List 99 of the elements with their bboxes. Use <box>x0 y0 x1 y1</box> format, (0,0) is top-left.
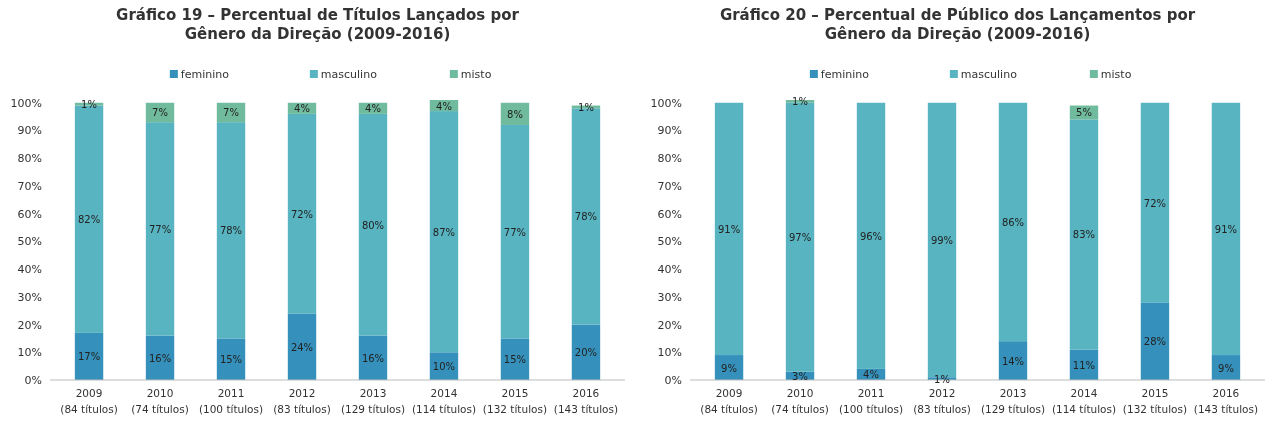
x-tick-label: 2011 (100 títulos) <box>198 387 264 415</box>
y-tick-label: 90% <box>657 124 682 138</box>
x-tick-label: 2013 (129 títulos) <box>340 387 406 415</box>
data-label: 96% <box>859 230 883 242</box>
y-tick-label: 70% <box>17 179 42 193</box>
data-label: 72% <box>290 208 314 220</box>
bar <box>998 102 1028 342</box>
bar <box>1140 102 1170 303</box>
chart-title: Gráfico 20 – Percentual de Público dos Lançamentos por Gênero da Direção (2009-2016) <box>719 6 1196 43</box>
y-tick-label: 80% <box>17 152 42 166</box>
y-tick-label: 0% <box>24 374 42 387</box>
bar <box>287 113 317 314</box>
x-tick-label: 2011 (100 títulos) <box>838 387 904 415</box>
data-label: 78% <box>219 225 243 237</box>
x-tick-label: 2009 (84 títulos) <box>700 387 758 415</box>
data-label: 97% <box>788 232 812 244</box>
y-tick-label: 0% <box>664 374 682 387</box>
x-tick-label: 2012 (83 títulos) <box>273 387 331 415</box>
bar <box>1140 302 1170 380</box>
legend-label: feminino <box>820 68 870 81</box>
bar <box>1069 119 1099 350</box>
legend-label: misto <box>460 68 492 81</box>
data-label: 4% <box>863 369 879 381</box>
bar <box>145 122 175 336</box>
data-label: 77% <box>503 226 527 238</box>
y-tick-label: 30% <box>17 290 42 304</box>
data-label: 5% <box>1076 107 1092 119</box>
y-tick-label: 70% <box>657 179 682 193</box>
y-tick-label: 30% <box>657 290 682 304</box>
y-tick-label: 20% <box>17 318 42 332</box>
data-label: 87% <box>432 226 456 238</box>
legend-label: feminino <box>180 68 230 81</box>
x-tick-label: 2016 (143 títulos) <box>553 387 619 415</box>
data-label: 91% <box>717 223 741 235</box>
data-label: 7% <box>223 107 239 119</box>
data-label: 8% <box>507 108 523 120</box>
data-label: 14% <box>1001 355 1025 367</box>
data-label: 3% <box>792 370 808 382</box>
bar <box>714 102 744 356</box>
data-label: 4% <box>365 103 381 115</box>
data-label: 78% <box>574 211 598 223</box>
bar <box>856 102 886 369</box>
data-label: 99% <box>930 235 954 246</box>
bar <box>287 313 317 380</box>
x-tick-label: 2010 (74 títulos) <box>131 387 189 415</box>
data-label: 80% <box>361 219 385 231</box>
x-tick-label: 2016 (143 títulos) <box>1193 387 1259 415</box>
legend-label: masculino <box>960 68 1018 81</box>
data-label: 10% <box>432 361 456 373</box>
data-label: 82% <box>77 214 101 226</box>
y-tick-label: 50% <box>17 235 42 249</box>
data-label: 72% <box>1143 197 1167 209</box>
y-tick-label: 60% <box>657 207 682 221</box>
bar <box>216 122 246 339</box>
x-tick-label: 2014 (114 títulos) <box>1051 387 1117 415</box>
data-label: 91% <box>1214 223 1238 235</box>
bar <box>429 111 459 353</box>
data-label: 16% <box>148 352 172 364</box>
data-label: 20% <box>574 347 598 359</box>
x-tick-label: 2009 (84 títulos) <box>60 387 118 415</box>
data-label: 1% <box>578 101 594 113</box>
y-tick-label: 10% <box>657 346 682 360</box>
data-label: 9% <box>721 362 737 374</box>
y-tick-label: 40% <box>657 263 682 277</box>
y-tick-label: 10% <box>17 346 42 360</box>
x-tick-label: 2012 (83 títulos) <box>913 387 971 415</box>
data-label: 17% <box>77 351 101 363</box>
y-tick-label: 40% <box>17 263 42 277</box>
legend-label: masculino <box>320 68 378 81</box>
chart-title: Gráfico 19 – Percentual de Títulos Lançados por Gênero da Direção (2009-2016) <box>116 6 520 43</box>
data-label: 4% <box>436 100 452 112</box>
y-tick-label: 90% <box>17 124 42 138</box>
x-tick-label: 2014 (114 títulos) <box>411 387 477 415</box>
data-label: 28% <box>1143 336 1167 348</box>
y-tick-label: 100% <box>650 96 682 110</box>
data-label: 77% <box>148 223 172 235</box>
legend-label: misto <box>1100 68 1132 81</box>
y-tick-label: 60% <box>17 207 42 221</box>
x-tick-label: 2013 (129 títulos) <box>980 387 1046 415</box>
data-label: 4% <box>294 103 310 115</box>
data-label: 16% <box>361 352 385 364</box>
data-label: 15% <box>219 354 243 366</box>
bar <box>500 124 530 339</box>
x-tick-label: 2015 (132 títulos) <box>482 387 548 415</box>
x-tick-label: 2015 (132 títulos) <box>1122 387 1188 415</box>
data-label: 15% <box>503 354 527 366</box>
y-tick-label: 50% <box>657 235 682 249</box>
bar <box>358 113 388 336</box>
data-label: 83% <box>1072 229 1096 241</box>
data-label: 11% <box>1072 359 1096 371</box>
data-label: 24% <box>290 341 314 353</box>
data-label: 9% <box>1218 362 1234 374</box>
y-tick-label: 80% <box>657 152 682 166</box>
y-tick-label: 100% <box>10 96 42 110</box>
data-label: 7% <box>152 107 168 119</box>
bar <box>1211 102 1241 356</box>
data-label: 86% <box>1001 216 1025 228</box>
y-tick-label: 20% <box>657 318 682 332</box>
x-tick-label: 2010 (74 títulos) <box>771 387 829 415</box>
